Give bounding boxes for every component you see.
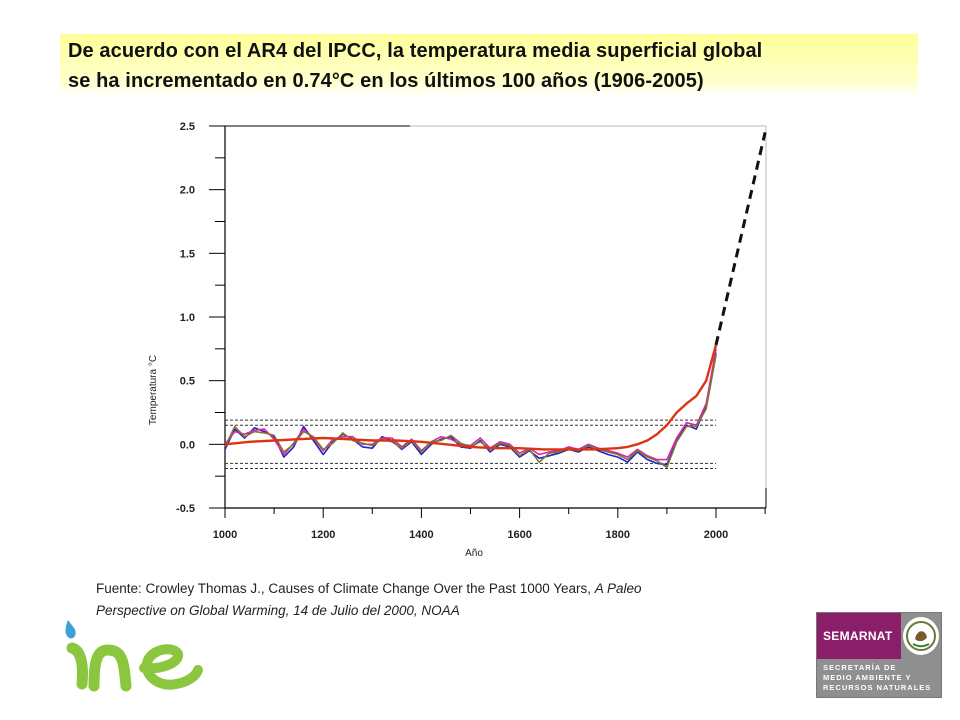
- plot-frame: [224, 125, 767, 509]
- series-layer: [224, 132, 767, 469]
- source-caption-line-2: Perspective on Global Warming, 14 de Jul…: [96, 603, 796, 618]
- y-tick-label: 1.0: [180, 312, 195, 324]
- title-banner: De acuerdo con el AR4 del IPCC, la tempe…: [60, 34, 918, 96]
- ine-letter-e: [139, 644, 203, 690]
- x-tick-label: 2000: [704, 529, 728, 541]
- y-axis-label: Temperatura °C: [148, 355, 159, 425]
- ine-logo: ine: [65, 620, 203, 692]
- y-tick-label: -0.5: [176, 503, 195, 515]
- x-tick-label: 1800: [606, 529, 630, 541]
- y-tick-label: 2.0: [180, 185, 195, 197]
- semarnat-line-3: RECURSOS NATURALES: [823, 683, 932, 692]
- semarnat-line-2: MEDIO AMBIENTE Y: [823, 673, 912, 682]
- drop-icon: [65, 620, 76, 639]
- series-line-5: [714, 132, 767, 346]
- x-tick-label: 1600: [507, 529, 531, 541]
- semarnat-logo: SEMARNAT SECRETARÍA DE MEDIO AMBIENTE Y …: [816, 612, 942, 698]
- x-tick-label: 1400: [409, 529, 433, 541]
- source-caption-italic-2: Perspective on Global Warming, 14 de Jul…: [96, 603, 460, 618]
- source-caption-line-1: Fuente: Crowley Thomas J., Causes of Cli…: [96, 581, 796, 596]
- series-line-3: [224, 355, 717, 469]
- source-caption-plain: Fuente: Crowley Thomas J., Causes of Cli…: [96, 581, 595, 596]
- ine-letter-n: [88, 644, 132, 692]
- y-tick-label: 2.5: [180, 121, 195, 133]
- y-tick-label: 0.5: [180, 376, 195, 388]
- x-axis-label: Año: [465, 548, 483, 559]
- title-line-1: De acuerdo con el AR4 del IPCC, la tempe…: [68, 40, 763, 62]
- x-tick-label: 1000: [213, 529, 237, 541]
- ine-letter-i: [66, 642, 88, 690]
- tick-labels: 2.5 2.0 1.5 1.0 0.5 0.0 -0.5 1000 1200 1400 1600 18…: [176, 121, 766, 541]
- semarnat-header: SEMARNAT: [817, 613, 901, 659]
- y-tick-label: 1.5: [180, 248, 195, 260]
- x-tick-label: 1200: [311, 529, 335, 541]
- series-line-4: [224, 344, 718, 451]
- semarnat-line-1: SECRETARÍA DE: [823, 663, 897, 672]
- mexico-seal-icon: [903, 617, 939, 655]
- series-line-2: [224, 348, 717, 461]
- y-tick-label: 0.0: [180, 439, 195, 451]
- reference-band: [225, 419, 716, 470]
- source-caption-italic-1: A Paleo: [594, 581, 642, 596]
- title-line-2: se ha incrementado en 0.74°C en los últi…: [68, 70, 704, 92]
- semarnat-name: SEMARNAT: [823, 629, 893, 643]
